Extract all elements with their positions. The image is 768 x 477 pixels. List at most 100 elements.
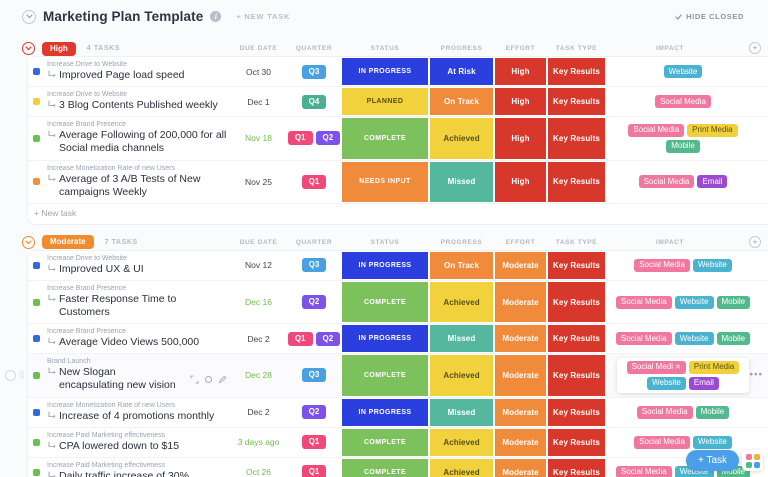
task-name[interactable]: Faster Response Time to Customers: [59, 292, 177, 318]
due-date[interactable]: Dec 28: [245, 370, 272, 381]
task-type-cell[interactable]: Key Results: [547, 160, 606, 203]
progress-cell[interactable]: Achieved: [429, 457, 494, 477]
effort-cell[interactable]: Moderate: [494, 324, 547, 354]
expand-icon[interactable]: [189, 374, 200, 385]
status-bullet[interactable]: [33, 335, 40, 343]
impact-tag[interactable]: Mobile: [666, 139, 700, 153]
due-date[interactable]: Dec 2: [247, 333, 270, 344]
column-header-effort[interactable]: EFFORT: [505, 45, 536, 52]
task-cell[interactable]: Increase Paid Marketing effectiveness CPA…: [28, 428, 230, 457]
task-type-cell[interactable]: Key Results: [547, 427, 606, 457]
progress-cell[interactable]: On Track: [429, 87, 494, 117]
task-row[interactable]: Increase Brand Presence Average Video Vie…: [28, 323, 768, 354]
effort-cell[interactable]: Moderate: [494, 397, 547, 427]
status-bullet[interactable]: [33, 371, 40, 379]
column-header-progress[interactable]: PROGRESS: [440, 238, 483, 246]
impact-cell[interactable]: Social Media Mobile: [606, 398, 768, 427]
quarter-badge[interactable]: Q2: [315, 131, 341, 146]
task-name[interactable]: Increase of 4 promotions monthly: [59, 409, 215, 422]
task-name[interactable]: Average Video Views 500,000: [59, 336, 200, 349]
impact-cell[interactable]: Social Medi ✕ Print Media Website Email: [606, 354, 768, 396]
priority-badge[interactable]: High: [42, 41, 76, 56]
quarter-badge[interactable]: Q2: [315, 331, 341, 346]
impact-tag[interactable]: Website: [674, 295, 714, 309]
status-bullet[interactable]: [33, 261, 40, 269]
effort-cell[interactable]: High: [494, 57, 547, 87]
impact-tag[interactable]: Social Media: [634, 258, 691, 272]
task-cell[interactable]: Increase Drive to Website Improved Page l…: [28, 57, 230, 86]
status-cell[interactable]: NEEDS INPUT: [341, 160, 429, 203]
task-row[interactable]: Increase Brand Presence Faster Response T…: [28, 279, 768, 324]
effort-cell[interactable]: Moderate: [494, 280, 547, 324]
status-cell[interactable]: IN PROGRESS: [341, 57, 429, 87]
apps-grid-icon[interactable]: [742, 450, 763, 471]
impact-tag[interactable]: Social Media: [634, 435, 691, 449]
effort-cell[interactable]: Moderate: [494, 354, 547, 397]
hide-closed-toggle[interactable]: HIDE CLOSED: [675, 12, 744, 21]
status-bullet[interactable]: [33, 298, 40, 306]
progress-cell[interactable]: On Track: [429, 250, 494, 280]
status-cell[interactable]: COMPLETE: [341, 354, 429, 397]
quarter-cell[interactable]: Q3: [287, 57, 341, 86]
column-header-task-type[interactable]: TASK TYPE: [555, 45, 598, 52]
task-name[interactable]: Daily traffic increase of 30%: [59, 469, 189, 477]
status-bullet[interactable]: [33, 68, 40, 76]
progress-cell[interactable]: At Risk: [429, 57, 494, 87]
due-date[interactable]: Dec 16: [245, 297, 272, 307]
quarter-cell[interactable]: Q3: [287, 354, 341, 396]
quarter-cell[interactable]: Q1 Q2: [287, 324, 341, 353]
due-date[interactable]: Nov 25: [245, 176, 272, 187]
task-name[interactable]: CPA lowered down to $15: [59, 439, 180, 452]
impact-cell[interactable]: Social Media Website: [606, 251, 768, 280]
info-icon[interactable]: i: [210, 11, 222, 22]
impact-cell[interactable]: Social Media Website: [606, 428, 768, 457]
task-row[interactable]: Increase Paid Marketing effectiveness Dai…: [28, 456, 768, 477]
impact-tag[interactable]: Social Media: [628, 123, 685, 137]
effort-cell[interactable]: Moderate: [494, 427, 547, 457]
task-cell[interactable]: Increase Drive to Website Improved UX & U…: [28, 251, 230, 280]
task-type-cell[interactable]: Key Results: [547, 250, 606, 280]
task-name[interactable]: Improved UX & UI: [59, 262, 144, 275]
priority-badge[interactable]: Moderate: [42, 235, 94, 250]
quarter-cell[interactable]: Q1 Q2: [287, 117, 341, 159]
impact-cell[interactable]: Social Media Print Media Mobile: [606, 117, 768, 159]
task-type-cell[interactable]: Key Results: [547, 57, 606, 87]
task-row[interactable]: ⣿ Brand Launch New Slogan encapsulating ne…: [5, 353, 768, 397]
status-cell[interactable]: IN PROGRESS: [341, 397, 429, 427]
due-date[interactable]: Oct 30: [245, 66, 272, 77]
status-bullet[interactable]: [33, 178, 40, 186]
impact-tag[interactable]: Website: [674, 465, 714, 477]
status-bullet[interactable]: [33, 438, 40, 446]
task-cell[interactable]: Brand Launch New Slogan encapsulating new…: [28, 354, 230, 396]
quarter-badge[interactable]: Q1: [287, 331, 313, 346]
status-cell[interactable]: COMPLETE: [341, 457, 429, 477]
impact-tag[interactable]: Mobile: [695, 405, 730, 419]
task-row[interactable]: Increase Monetization Rate of new Users I…: [28, 396, 768, 427]
quarter-cell[interactable]: Q3: [287, 251, 341, 280]
quarter-badge[interactable]: Q1: [301, 174, 327, 189]
add-column-icon[interactable]: +: [749, 42, 761, 54]
status-bullet[interactable]: [33, 468, 40, 476]
column-header-due-date[interactable]: DUE DATE: [239, 238, 278, 246]
impact-tag[interactable]: Website: [693, 435, 732, 449]
progress-cell[interactable]: Achieved: [429, 117, 494, 160]
collapse-list-icon[interactable]: [22, 9, 36, 24]
due-date[interactable]: Oct 26: [245, 467, 272, 477]
task-cell[interactable]: Increase Brand Presence Average Following…: [28, 117, 230, 159]
task-row[interactable]: Increase Drive to Website Improved UX & U…: [28, 250, 768, 280]
quarter-badge[interactable]: Q3: [301, 258, 327, 273]
task-type-cell[interactable]: Key Results: [547, 280, 606, 324]
new-task-row[interactable]: + New task: [28, 202, 768, 224]
status-cell[interactable]: COMPLETE: [341, 427, 429, 457]
impact-tag[interactable]: Website: [647, 376, 686, 390]
add-column-icon[interactable]: +: [749, 235, 761, 248]
new-task-button[interactable]: + NEW TASK: [236, 12, 291, 21]
column-header-status[interactable]: STATUS: [370, 238, 400, 246]
impact-tag[interactable]: Print Media: [687, 123, 738, 137]
due-date[interactable]: Nov 12: [245, 260, 272, 271]
due-date[interactable]: Dec 2: [247, 407, 270, 418]
task-name[interactable]: Average of 3 A/B Tests of New campaigns …: [59, 172, 201, 198]
column-header-status[interactable]: STATUS: [370, 45, 400, 52]
column-header-progress[interactable]: PROGRESS: [440, 45, 483, 52]
task-cell[interactable]: Increase Paid Marketing effectiveness Dai…: [28, 458, 230, 477]
